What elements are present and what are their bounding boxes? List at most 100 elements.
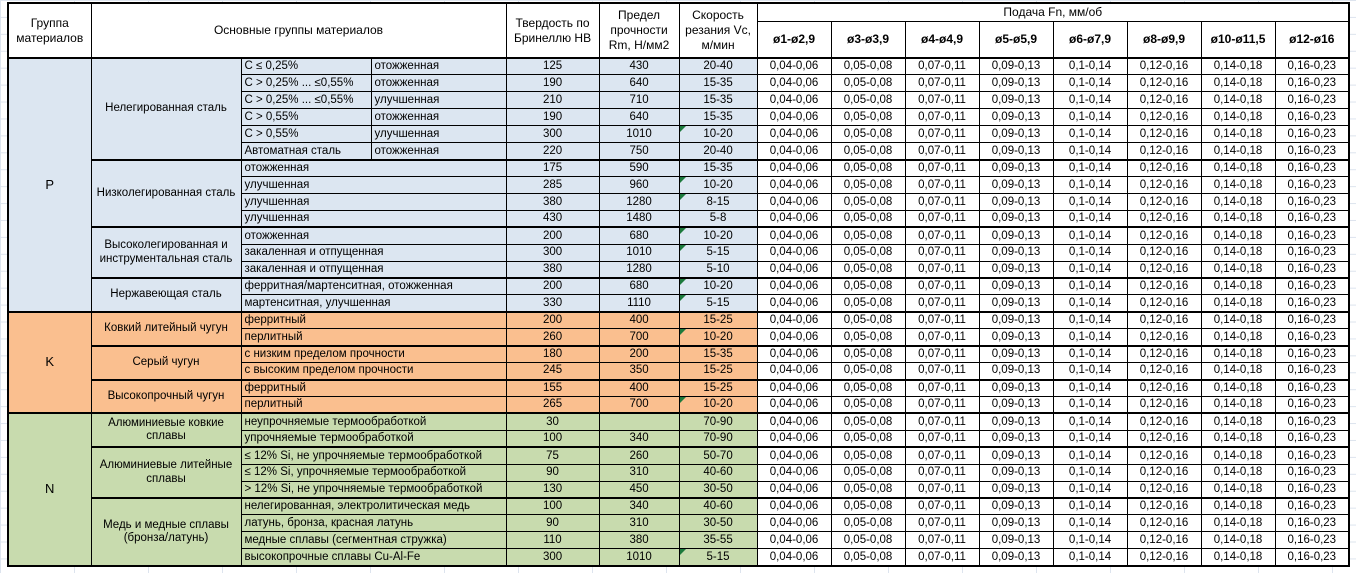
hardness-cell[interactable]: 30 xyxy=(505,412,600,431)
feed-cell[interactable]: 0,09-0,13 xyxy=(978,108,1054,127)
speed-cell[interactable]: 15-35 xyxy=(678,108,758,127)
header-diameter-1[interactable]: ø1-ø2,9 xyxy=(756,20,832,59)
feed-cell[interactable]: 0,14-0,18 xyxy=(1200,260,1276,279)
feed-cell[interactable]: 0,12-0,16 xyxy=(1126,142,1202,161)
subgroup-name-cell[interactable]: Ковкий литейный чугун xyxy=(90,310,242,347)
feed-cell[interactable]: 0,04-0,06 xyxy=(756,175,832,194)
material-state-cell[interactable]: отожженная xyxy=(370,74,507,93)
feed-cell[interactable]: 0,16-0,23 xyxy=(1274,378,1350,397)
feed-cell[interactable]: 0,1-0,14 xyxy=(1052,192,1128,211)
feed-cell[interactable]: 0,14-0,18 xyxy=(1200,158,1276,177)
material-condition-cell[interactable]: перлитный xyxy=(240,328,507,347)
material-state-cell[interactable]: отожженная xyxy=(370,108,507,127)
feed-cell[interactable]: 0,14-0,18 xyxy=(1200,531,1276,550)
group-letter-cell[interactable]: N xyxy=(7,412,92,567)
feed-cell[interactable]: 0,12-0,16 xyxy=(1126,310,1202,330)
feed-cell[interactable]: 0,12-0,16 xyxy=(1126,378,1202,397)
material-condition-cell[interactable]: C > 0,55% xyxy=(240,125,372,144)
feed-cell[interactable]: 0,16-0,23 xyxy=(1274,548,1350,567)
feed-cell[interactable]: 0,09-0,13 xyxy=(978,243,1054,262)
feed-cell[interactable]: 0,16-0,23 xyxy=(1274,395,1350,414)
feed-cell[interactable]: 0,04-0,06 xyxy=(756,412,832,431)
feed-cell[interactable]: 0,04-0,06 xyxy=(756,125,832,144)
feed-cell[interactable]: 0,05-0,08 xyxy=(830,531,906,550)
speed-cell[interactable]: 15-35 xyxy=(678,344,758,364)
feed-cell[interactable]: 0,05-0,08 xyxy=(830,310,906,330)
feed-cell[interactable]: 0,16-0,23 xyxy=(1274,74,1350,93)
feed-cell[interactable]: 0,05-0,08 xyxy=(830,243,906,262)
feed-cell[interactable]: 0,1-0,14 xyxy=(1052,310,1128,330)
feed-cell[interactable]: 0,09-0,13 xyxy=(978,463,1054,482)
feed-cell[interactable]: 0,07-0,11 xyxy=(904,496,980,516)
speed-cell[interactable]: 15-35 xyxy=(678,74,758,93)
material-state-cell[interactable]: отожженная xyxy=(370,142,507,161)
feed-cell[interactable]: 0,07-0,11 xyxy=(904,531,980,550)
header-cutting-speed[interactable]: Скорость резания Vc, м/мин xyxy=(678,2,758,59)
header-diameter-2[interactable]: ø3-ø3,9 xyxy=(830,20,906,59)
feed-cell[interactable]: 0,14-0,18 xyxy=(1200,463,1276,482)
feed-cell[interactable]: 0,16-0,23 xyxy=(1274,57,1350,76)
feed-cell[interactable]: 0,05-0,08 xyxy=(830,142,906,161)
strength-cell[interactable]: 400 xyxy=(598,378,680,397)
speed-cell[interactable]: 5-8 xyxy=(678,209,758,228)
strength-cell[interactable]: 400 xyxy=(598,310,680,330)
speed-cell[interactable]: 8-15 xyxy=(678,192,758,211)
feed-cell[interactable]: 0,07-0,11 xyxy=(904,548,980,567)
strength-cell[interactable]: 640 xyxy=(598,74,680,93)
feed-cell[interactable]: 0,09-0,13 xyxy=(978,158,1054,177)
speed-cell[interactable]: 30-50 xyxy=(678,514,758,533)
feed-cell[interactable]: 0,04-0,06 xyxy=(756,209,832,228)
feed-cell[interactable]: 0,14-0,18 xyxy=(1200,209,1276,228)
feed-cell[interactable]: 0,07-0,11 xyxy=(904,192,980,211)
group-letter-cell[interactable]: P xyxy=(7,57,92,313)
feed-cell[interactable]: 0,14-0,18 xyxy=(1200,412,1276,431)
feed-cell[interactable]: 0,1-0,14 xyxy=(1052,294,1128,313)
feed-cell[interactable]: 0,05-0,08 xyxy=(830,158,906,177)
feed-cell[interactable]: 0,12-0,16 xyxy=(1126,446,1202,465)
feed-cell[interactable]: 0,09-0,13 xyxy=(978,480,1054,499)
speed-cell[interactable]: 10-20 xyxy=(678,175,758,194)
feed-cell[interactable]: 0,1-0,14 xyxy=(1052,378,1128,397)
feed-cell[interactable]: 0,14-0,18 xyxy=(1200,344,1276,364)
hardness-cell[interactable]: 300 xyxy=(505,125,600,144)
strength-cell[interactable]: 310 xyxy=(598,463,680,482)
feed-cell[interactable]: 0,1-0,14 xyxy=(1052,175,1128,194)
feed-cell[interactable]: 0,12-0,16 xyxy=(1126,531,1202,550)
feed-cell[interactable]: 0,16-0,23 xyxy=(1274,209,1350,228)
feed-cell[interactable]: 0,07-0,11 xyxy=(904,209,980,228)
hardness-cell[interactable]: 90 xyxy=(505,514,600,533)
feed-cell[interactable]: 0,07-0,11 xyxy=(904,294,980,313)
feed-cell[interactable]: 0,12-0,16 xyxy=(1126,57,1202,76)
feed-cell[interactable]: 0,09-0,13 xyxy=(978,514,1054,533)
feed-cell[interactable]: 0,09-0,13 xyxy=(978,226,1054,245)
hardness-cell[interactable]: 330 xyxy=(505,294,600,313)
hardness-cell[interactable]: 220 xyxy=(505,142,600,161)
hardness-cell[interactable]: 430 xyxy=(505,209,600,228)
header-diameter-7[interactable]: ø10-ø11,5 xyxy=(1200,20,1276,59)
feed-cell[interactable]: 0,1-0,14 xyxy=(1052,74,1128,93)
feed-cell[interactable]: 0,07-0,11 xyxy=(904,91,980,110)
material-state-cell[interactable]: отожженная xyxy=(370,57,507,76)
feed-cell[interactable]: 0,1-0,14 xyxy=(1052,226,1128,245)
speed-cell[interactable]: 40-60 xyxy=(678,463,758,482)
hardness-cell[interactable]: 190 xyxy=(505,108,600,127)
feed-cell[interactable]: 0,16-0,23 xyxy=(1274,226,1350,245)
strength-cell[interactable]: 750 xyxy=(598,142,680,161)
feed-cell[interactable]: 0,14-0,18 xyxy=(1200,175,1276,194)
feed-cell[interactable]: 0,07-0,11 xyxy=(904,125,980,144)
material-condition-cell[interactable]: закаленная и отпущенная xyxy=(240,243,507,262)
feed-cell[interactable]: 0,04-0,06 xyxy=(756,226,832,245)
feed-cell[interactable]: 0,05-0,08 xyxy=(830,57,906,76)
feed-cell[interactable]: 0,09-0,13 xyxy=(978,328,1054,347)
feed-cell[interactable]: 0,04-0,06 xyxy=(756,243,832,262)
feed-cell[interactable]: 0,14-0,18 xyxy=(1200,429,1276,448)
strength-cell[interactable]: 1280 xyxy=(598,260,680,279)
feed-cell[interactable]: 0,04-0,06 xyxy=(756,328,832,347)
feed-cell[interactable]: 0,09-0,13 xyxy=(978,91,1054,110)
feed-cell[interactable]: 0,04-0,06 xyxy=(756,260,832,279)
feed-cell[interactable]: 0,04-0,06 xyxy=(756,514,832,533)
hardness-cell[interactable]: 130 xyxy=(505,480,600,499)
feed-cell[interactable]: 0,09-0,13 xyxy=(978,310,1054,330)
feed-cell[interactable]: 0,14-0,18 xyxy=(1200,294,1276,313)
speed-cell[interactable]: 10-20 xyxy=(678,276,758,296)
